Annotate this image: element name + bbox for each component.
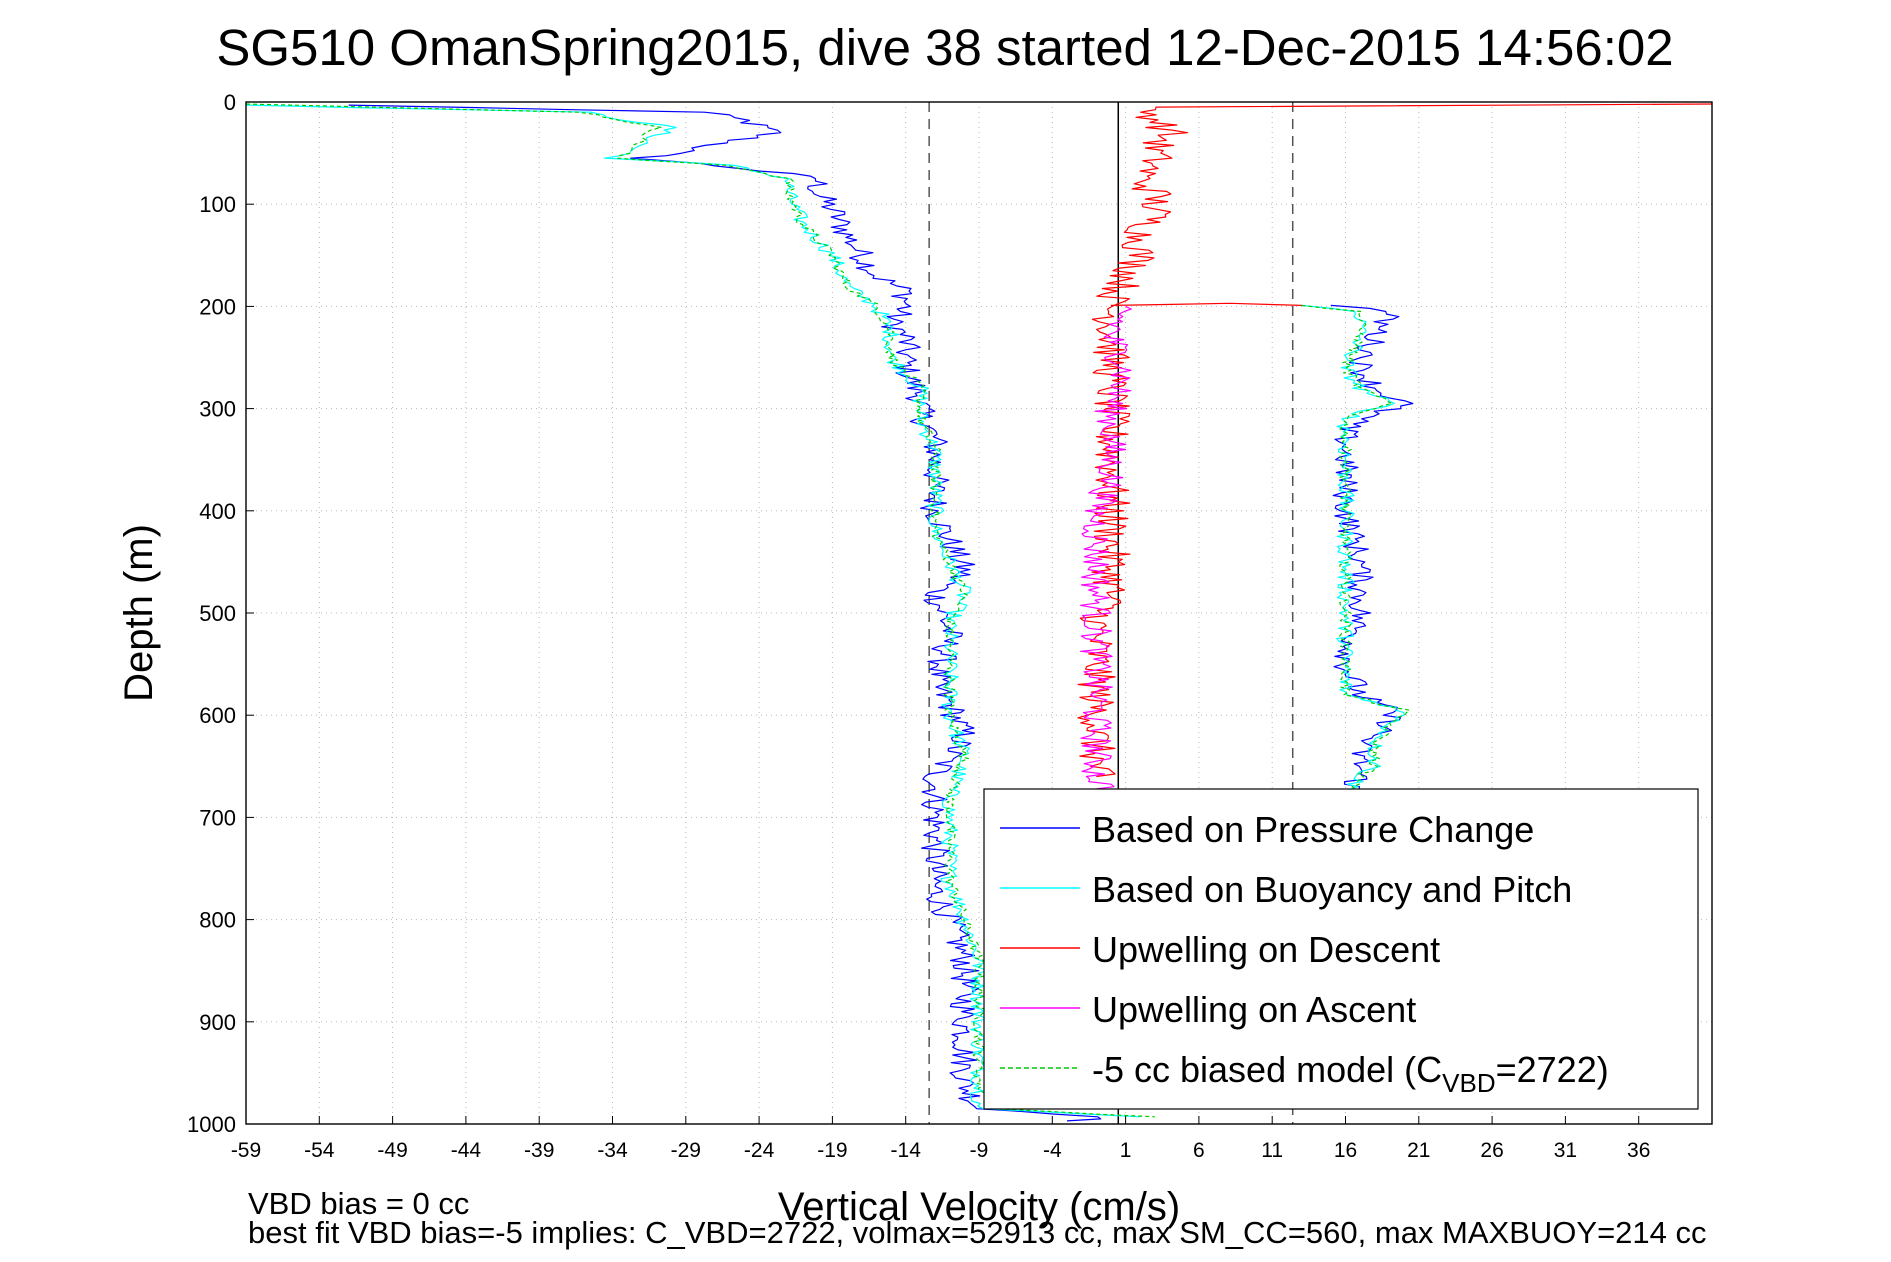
- x-tick-label: 1: [1120, 1139, 1132, 1162]
- x-tick-label: 31: [1554, 1139, 1577, 1162]
- legend-label: Upwelling on Ascent: [1092, 989, 1416, 1030]
- legend-label-suffix: =2722): [1496, 1049, 1609, 1090]
- y-tick-label: 900: [199, 1010, 236, 1035]
- y-axis-ticks: 0 100 200 300 400 500 600 700 800 900 1000: [187, 90, 254, 1137]
- footer-line-1: VBD bias = 0 cc: [248, 1186, 469, 1221]
- chart-title: SG510 OmanSpring2015, dive 38 started 12…: [216, 19, 1673, 76]
- y-tick-label: 1000: [187, 1112, 236, 1137]
- legend-label-subscript: VBD: [1442, 1068, 1495, 1098]
- x-tick-label: -59: [231, 1139, 261, 1162]
- series-line: [245, 103, 1155, 1118]
- x-tick-label: 16: [1334, 1139, 1357, 1162]
- x-tick-label: -4: [1043, 1139, 1062, 1162]
- y-tick-label: 100: [199, 192, 236, 217]
- x-tick-label: -19: [817, 1139, 847, 1162]
- x-tick-label: -24: [744, 1139, 775, 1162]
- x-tick-label: -9: [970, 1139, 989, 1162]
- x-tick-label: -14: [891, 1139, 922, 1162]
- x-tick-label: -49: [377, 1139, 407, 1162]
- y-tick-label: 500: [199, 601, 236, 626]
- grid-lines: [245, 101, 1712, 1125]
- legend-label: Based on Buoyancy and Pitch: [1092, 869, 1572, 910]
- legend-label-text: Based on Pressure Change: [1092, 809, 1534, 850]
- y-tick-label: 200: [199, 294, 236, 319]
- legend-box: [983, 788, 1699, 1110]
- y-tick-label: 700: [199, 805, 236, 830]
- x-tick-label: 21: [1407, 1139, 1430, 1162]
- legend-label-text: -5 cc biased model (C: [1092, 1049, 1442, 1090]
- x-axis-ticks: -59 -54 -49 -44 -39 -34 -29 -24 -19 -14 -9 -4 1 6 11 16…: [231, 1116, 1650, 1162]
- y-tick-label: 300: [199, 397, 236, 422]
- legend-label-text: Based on Buoyancy and Pitch: [1092, 869, 1572, 910]
- y-tick-label: 800: [199, 908, 236, 933]
- series-line: [1077, 103, 1713, 778]
- legend: Based on Pressure Change Based on Buoyanc…: [983, 788, 1699, 1110]
- x-tick-label: -34: [597, 1139, 628, 1162]
- legend-label: -5 cc biased model (CVBD=2722): [1092, 1049, 1609, 1098]
- legend-label: Based on Pressure Change: [1092, 809, 1534, 850]
- series-line: [1079, 305, 1132, 798]
- x-tick-label: -54: [304, 1139, 335, 1162]
- x-tick-label: 6: [1193, 1139, 1205, 1162]
- legend-label-text: Upwelling on Descent: [1092, 929, 1440, 970]
- x-tick-label: 11: [1261, 1139, 1283, 1162]
- x-tick-label: 26: [1480, 1139, 1503, 1162]
- series-line: [1301, 304, 1411, 798]
- footer-line-2: best fit VBD bias=-5 implies: C_VBD=2722…: [248, 1215, 1707, 1250]
- y-tick-label: 600: [199, 703, 236, 728]
- x-tick-label: -29: [671, 1139, 701, 1162]
- plot-area: [245, 103, 1713, 1122]
- x-tick-label: -44: [451, 1139, 482, 1162]
- x-axis-label: Vertical Velocity (cm/s): [778, 1185, 1180, 1229]
- series-line: [245, 104, 1141, 1118]
- x-tick-label: 36: [1627, 1139, 1650, 1162]
- y-tick-label: 0: [224, 90, 236, 115]
- legend-label: Upwelling on Descent: [1092, 929, 1440, 970]
- series-line: [1110, 302, 1302, 306]
- y-tick-label: 400: [199, 499, 236, 524]
- legend-label-text: Upwelling on Ascent: [1092, 989, 1416, 1030]
- y-axis-label: Depth (m): [117, 524, 161, 702]
- x-tick-label: -39: [524, 1139, 554, 1162]
- series-line: [1301, 304, 1405, 798]
- series-line: [1330, 304, 1414, 798]
